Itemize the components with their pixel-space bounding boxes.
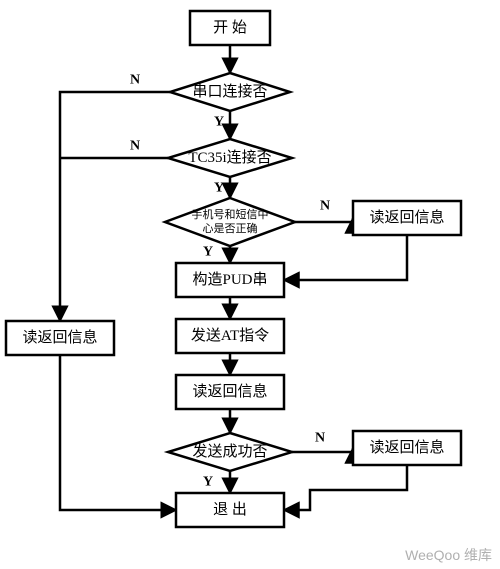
edge-label: N [320,199,330,214]
edge-label: Y [203,475,213,490]
flow-label: 读返回信息 [369,439,444,456]
flow-label: 发送成功否 [192,443,267,460]
edge-label: Y [214,115,224,130]
flow-label: 发送AT指令 [191,327,269,344]
flow-label: 心是否正确 [203,222,258,235]
flow-label: 开 始 [213,19,247,36]
edge-label: Y [203,245,213,260]
flow-label: 退 出 [213,501,247,518]
flow-label: 读返回信息 [369,209,444,226]
flow-label: TC35i连接否 [188,149,271,166]
flow-label: 读返回信息 [192,383,267,400]
flow-label: 手机号和短信中 [192,207,269,221]
flow-label: 串口连接否 [192,83,267,100]
edge-label: N [315,431,325,446]
flow-label: 读返回信息 [22,329,97,346]
flow-label: 构造PUD串 [192,271,267,288]
watermark-label: WeeQoo 维库 [405,547,492,563]
edge-label: N [130,73,140,88]
edge-label: Y [214,181,224,196]
edge-label: N [130,139,140,154]
